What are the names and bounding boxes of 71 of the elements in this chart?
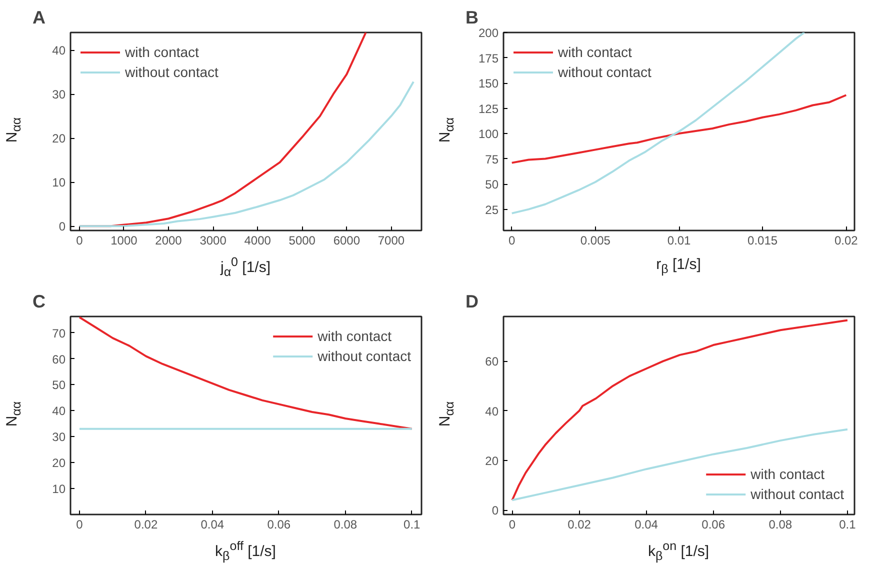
x-tick-label: 0.1 (404, 518, 421, 532)
y-tick-label: 60 (52, 352, 66, 366)
y-tick-label: 30 (52, 430, 66, 444)
y-tick-label: 50 (52, 378, 66, 392)
legend-label: with contact (750, 466, 825, 482)
chart-title: C (32, 292, 46, 312)
y-tick-label: 10 (52, 176, 66, 190)
x-tick-label: 0.02 (134, 518, 158, 532)
x-tick-label: 0.005 (580, 234, 611, 248)
y-tick-label: 175 (478, 51, 499, 66)
x-tick-label: 0.06 (702, 518, 726, 532)
y-tick-label: 60 (485, 354, 499, 369)
y-tick-label: 70 (52, 326, 66, 340)
x-tick-label: 0.02 (568, 518, 592, 532)
x-tick-label: 0.02 (834, 234, 858, 248)
chart-title: D (466, 292, 478, 312)
y-tick-label: 20 (485, 454, 499, 468)
y-tick-label: 0 (492, 504, 499, 518)
y-tick-label: 20 (52, 132, 66, 146)
x-tick-label: 2000 (155, 234, 182, 248)
y-tick-label: 50 (485, 178, 499, 192)
y-tick-label: 30 (52, 88, 66, 102)
x-tick-label: 0 (508, 518, 516, 532)
x-axis-title: k$_{β}$$^{on}$ [1/s] (646, 538, 710, 565)
legend-label: with contact (125, 44, 199, 60)
chart-title: B (466, 8, 478, 28)
y-tick-label: 40 (485, 404, 499, 418)
line-series (78, 80, 414, 228)
x-axis-title: r$_{β}$ [1/s] (655, 255, 702, 278)
line-series (78, 316, 413, 430)
y-tick-label: 100 (478, 127, 499, 142)
legend-label: with contact (318, 328, 392, 344)
legend-label: without contact (558, 64, 652, 80)
legend-label: without contact (750, 486, 844, 502)
x-tick-label: 5000 (288, 234, 316, 248)
y-tick-label: 75 (485, 152, 499, 166)
x-tick-label: 0.08 (334, 518, 358, 532)
y-tick-label: 40 (52, 44, 66, 58)
legend-label: with contact (558, 44, 632, 60)
x-tick-label: 4000 (244, 234, 272, 248)
x-tick-label: 0 (508, 234, 516, 248)
line-series (510, 32, 806, 214)
x-tick-label: 0.01 (667, 234, 692, 248)
x-axis-title: j$_{α}$$^{0}$ [1/s] (219, 254, 272, 281)
x-tick-label: 0.015 (748, 234, 778, 248)
x-tick-label: 0.04 (200, 518, 224, 532)
x-tick-label: 0 (76, 518, 84, 532)
line-series (511, 319, 848, 502)
y-tick-label: 40 (52, 404, 66, 418)
x-tick-label: 7000 (378, 234, 405, 248)
line-series (511, 428, 848, 502)
legend-label: without contact (318, 348, 411, 364)
line-series (510, 94, 848, 164)
chart-title: A (32, 8, 46, 28)
x-tick-label: 0.04 (634, 518, 658, 532)
x-tick-label: 0 (76, 234, 84, 248)
legend-label: without contact (125, 64, 218, 80)
y-tick-label: 0 (58, 220, 66, 234)
x-tick-label: 3000 (200, 234, 227, 248)
y-tick-label: 25 (485, 202, 499, 217)
x-axis-title: k$_{β}$$^{off}$ [1/s] (214, 538, 277, 565)
x-tick-label: 0.06 (267, 518, 291, 532)
x-tick-label: 0.1 (839, 518, 856, 532)
x-tick-label: 6000 (333, 234, 360, 248)
y-tick-label: 125 (478, 102, 499, 116)
x-tick-label: 0.08 (768, 518, 792, 532)
y-tick-label: 20 (52, 456, 66, 470)
y-tick-label: 200 (478, 26, 499, 40)
x-tick-label: 1000 (110, 234, 138, 248)
y-tick-label: 10 (52, 482, 66, 496)
y-tick-label: 150 (478, 76, 499, 91)
